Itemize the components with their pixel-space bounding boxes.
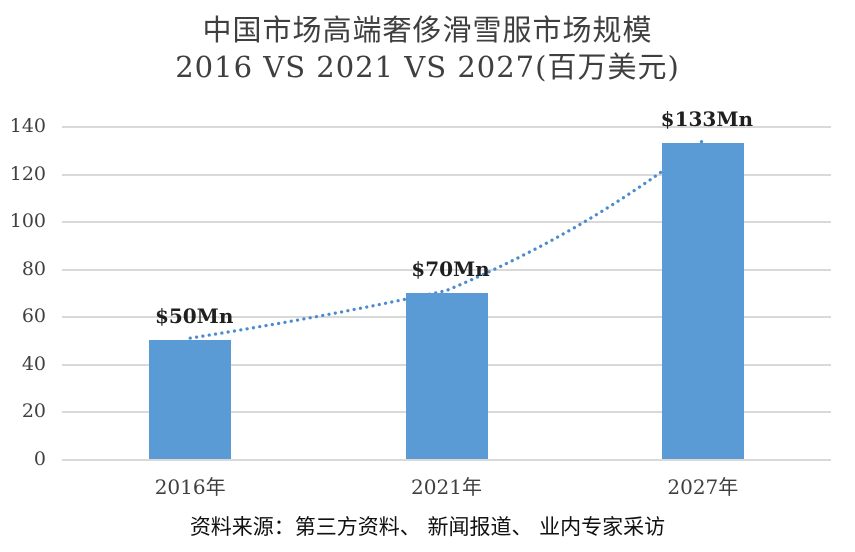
gridline (62, 459, 831, 461)
bar-label-2016: $50Mn (154, 304, 234, 329)
bar-label-2027: $133Mn (660, 106, 753, 131)
y-tick-60: 60 (21, 305, 46, 328)
chart-title: 中国市场高端奢侈滑雪服市场规模 2016 VS 2021 VS 2027(百万美… (0, 12, 855, 86)
trend-line-layer (188, 139, 705, 340)
gridline (62, 126, 831, 128)
plot-area: $50Mn $70Mn $133Mn (62, 109, 831, 461)
source-note: 资料来源：第三方资料、 新闻报道、 业内专家采访 (189, 515, 666, 539)
x-tick-2021: 2021年 (411, 475, 482, 499)
trend-line (188, 139, 705, 340)
x-tick-2027: 2027年 (667, 475, 739, 499)
y-tick-20: 20 (21, 400, 46, 423)
y-tick-120: 120 (9, 162, 46, 185)
y-tick-40: 40 (21, 352, 46, 375)
bar-2021 (405, 292, 488, 459)
bar-label-2021: $70Mn (411, 256, 490, 281)
y-tick-0: 0 (33, 448, 46, 470)
y-tick-100: 100 (9, 210, 46, 233)
gridline (62, 173, 831, 176)
y-tick-80: 80 (21, 257, 46, 280)
x-tick-2016: 2016年 (154, 475, 226, 499)
gridline (62, 268, 831, 271)
chart-title-line2: 2016 VS 2021 VS 2027(百万美元) (175, 50, 680, 84)
chart-title-line1: 中国市场高端奢侈滑雪服市场规模 (202, 13, 653, 47)
gridline (62, 221, 831, 224)
bar-2027 (661, 142, 744, 459)
bar-2016 (149, 340, 232, 459)
y-tick-140: 140 (9, 115, 46, 137)
